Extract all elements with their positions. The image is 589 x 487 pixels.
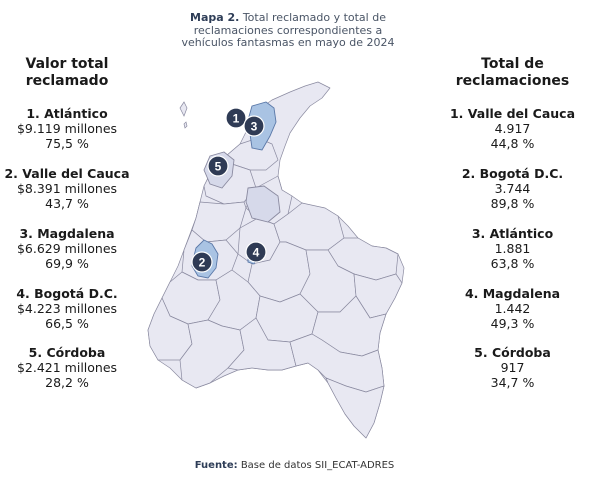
- right-item-name: 1. Valle del Cauca: [449, 106, 576, 121]
- map-island: [179, 101, 188, 117]
- left-item-name: 1. Atlántico: [26, 106, 108, 121]
- left-item-pct: 66,5 %: [45, 316, 89, 331]
- right-heading-line1: Total de: [481, 56, 544, 72]
- left-item-4: 4. Bogotá D.C. $4.223 millones 66,5 %: [0, 286, 134, 331]
- left-item-value: $6.629 millones: [16, 241, 118, 256]
- right-item-pct: 89,8 %: [490, 196, 535, 211]
- left-item-name: 2. Valle del Cauca: [4, 166, 130, 181]
- left-panel: Valor total reclamado 1. Atlántico $9.11…: [0, 56, 134, 390]
- marker-3-label: 3: [251, 120, 258, 134]
- left-item-pct: 28,2 %: [45, 375, 89, 390]
- map-region: [325, 377, 385, 439]
- colombia-map: 1 3 5 2 4: [140, 78, 440, 448]
- left-item-3: 3. Magdalena $6.629 millones 69,9 %: [0, 226, 134, 271]
- right-item-name: 5. Córdoba: [474, 345, 551, 360]
- source-label: Fuente:: [194, 460, 238, 471]
- right-item-value: 917: [500, 360, 525, 375]
- right-item-pct: 44,8 %: [490, 136, 535, 151]
- right-item-value: 1.881: [494, 241, 531, 256]
- right-item-value: 4.917: [494, 121, 531, 136]
- left-item-name: 3. Magdalena: [19, 226, 115, 241]
- right-item-value: 3.744: [494, 181, 531, 196]
- left-item-2: 2. Valle del Cauca $8.391 millones 43,7 …: [0, 166, 134, 211]
- left-heading-line2: reclamado: [25, 73, 109, 89]
- left-item-name: 4. Bogotá D.C.: [16, 286, 118, 301]
- map-region-santander: [245, 185, 281, 223]
- right-heading-line2: reclamaciones: [455, 73, 570, 89]
- marker-5-label: 5: [215, 160, 222, 174]
- source-text: Base de datos SII_ECAT-ADRES: [240, 460, 395, 471]
- map-region: [227, 317, 297, 371]
- left-item-value: $4.223 millones: [16, 301, 118, 316]
- marker-4-label: 4: [253, 246, 260, 260]
- right-item-pct: 34,7 %: [490, 375, 535, 390]
- left-heading-line1: Valor total: [25, 56, 109, 72]
- left-panel-heading: Valor total reclamado: [0, 56, 134, 90]
- right-item-name: 3. Atlántico: [471, 226, 554, 241]
- map-region: [179, 319, 245, 389]
- right-panel: Total de reclamaciones 1. Valle del Cauc…: [436, 56, 589, 390]
- marker-1: 1: [225, 107, 247, 129]
- marker-5: 5: [207, 155, 229, 177]
- marker-1-label: 1: [233, 112, 240, 126]
- left-item-1: 1. Atlántico $9.119 millones 75,5 %: [0, 106, 134, 151]
- right-item-pct: 49,3 %: [490, 316, 535, 331]
- left-item-value: $2.421 millones: [16, 360, 118, 375]
- map-title-prefix: Mapa 2.: [190, 11, 240, 24]
- map-title: Mapa 2. Total reclamado y total de recla…: [168, 11, 408, 50]
- left-item-pct: 75,5 %: [45, 136, 89, 151]
- left-item-pct: 43,7 %: [45, 196, 89, 211]
- colombia-map-svg: 1 3 5 2 4: [147, 81, 405, 439]
- right-item-5: 5. Córdoba 917 34,7 %: [436, 345, 589, 390]
- right-item-name: 2. Bogotá D.C.: [461, 166, 564, 181]
- left-item-value: $9.119 millones: [16, 121, 118, 136]
- right-item-pct: 63,8 %: [490, 256, 535, 271]
- right-item-1: 1. Valle del Cauca 4.917 44,8 %: [436, 106, 589, 151]
- left-item-pct: 69,9 %: [45, 256, 89, 271]
- marker-2-label: 2: [199, 256, 206, 270]
- marker-4: 4: [245, 241, 267, 263]
- right-item-3: 3. Atlántico 1.881 63,8 %: [436, 226, 589, 271]
- left-item-name: 5. Córdoba: [28, 345, 106, 360]
- right-item-value: 1.442: [494, 301, 531, 316]
- map-island: [183, 121, 188, 129]
- marker-2: 2: [191, 251, 213, 273]
- right-item-4: 4. Magdalena 1.442 49,3 %: [436, 286, 589, 331]
- right-item-name: 4. Magdalena: [464, 286, 561, 301]
- map-region: [191, 201, 247, 243]
- map-title-text: Total reclamado y total de reclamaciones…: [181, 11, 395, 49]
- marker-3: 3: [243, 115, 265, 137]
- left-item-5: 5. Córdoba $2.421 millones 28,2 %: [0, 345, 134, 390]
- map-regions: [147, 81, 405, 439]
- right-panel-heading: Total de reclamaciones: [436, 56, 589, 90]
- right-item-2: 2. Bogotá D.C. 3.744 89,8 %: [436, 166, 589, 211]
- source-note: Fuente: Base de datos SII_ECAT-ADRES: [0, 460, 589, 471]
- left-item-value: $8.391 millones: [16, 181, 118, 196]
